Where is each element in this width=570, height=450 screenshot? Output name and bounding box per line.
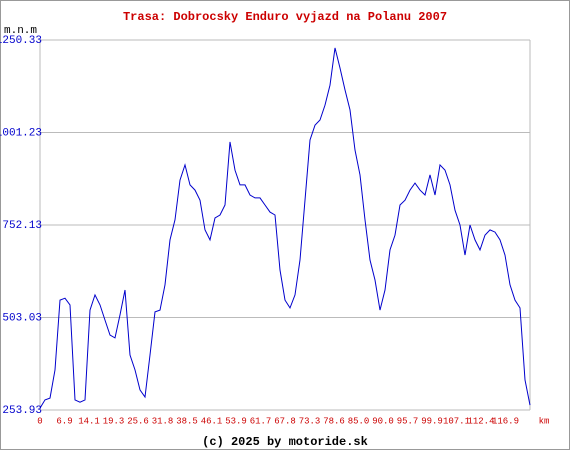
x-tick-label: 73.3 (299, 416, 321, 426)
x-tick-label: 112.4 (467, 416, 494, 426)
elevation-line (39, 47, 531, 409)
x-tick-label: 95.7 (397, 416, 419, 426)
x-tick-label: 53.9 (225, 416, 247, 426)
x-tick-label: 61.7 (250, 416, 272, 426)
chart-title: Trasa: Dobrocsky Enduro vyjazd na Polanu… (123, 10, 447, 24)
x-tick-label: 67.8 (274, 416, 296, 426)
y-axis-label: m.n.m (4, 25, 37, 37)
x-tick-label: 85.0 (348, 416, 370, 426)
x-tick-label: 19.3 (103, 416, 125, 426)
x-tick-label: 38.5 (176, 416, 198, 426)
x-tick-label: 78.6 (323, 416, 345, 426)
y-tick-label: 1250.33 (0, 35, 42, 47)
y-tick-label: 503.03 (2, 312, 42, 324)
x-tick-label: 116.9 (492, 416, 519, 426)
x-tick-label: 14.1 (78, 416, 100, 426)
x-tick-label: 90.0 (372, 416, 394, 426)
x-tick-label: 107.1 (443, 416, 470, 426)
x-tick-label: 46.1 (201, 416, 223, 426)
x-axis-label: km (539, 416, 550, 426)
x-tick-label: 99.9 (421, 416, 443, 426)
x-tick-label: 25.6 (127, 416, 149, 426)
footer: (c) 2025 by motoride.sk (202, 435, 368, 449)
x-tick-label: 0 (37, 416, 42, 426)
x-tick-label: 6.9 (56, 416, 72, 426)
y-tick-label: 1001.23 (0, 127, 42, 139)
y-tick-label: 253.93 (2, 405, 42, 417)
y-tick-label: 752.13 (2, 220, 42, 232)
x-tick-label: 31.8 (152, 416, 174, 426)
